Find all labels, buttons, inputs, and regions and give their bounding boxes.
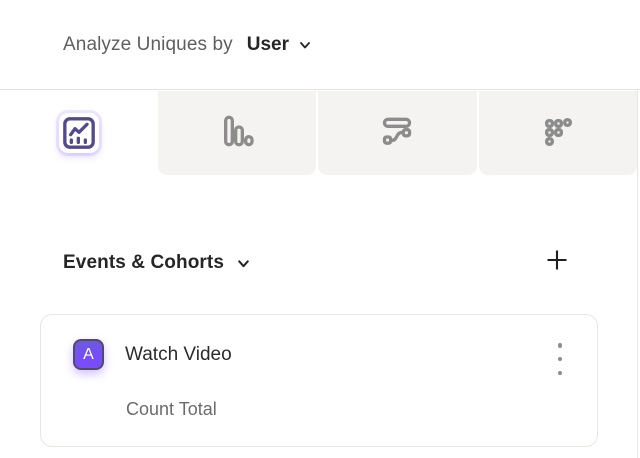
add-event-button[interactable] [542,246,572,276]
event-name: Watch Video [125,343,232,365]
chevron-down-icon [236,256,251,271]
tab-bars[interactable] [158,91,317,175]
event-letter-badge: A [73,339,104,370]
line-chart-icon [59,113,99,153]
events-cohorts-dropdown[interactable]: Events & Cohorts [63,252,251,274]
bar-chart-icon [217,111,257,156]
chevron-down-icon [298,38,312,52]
analyze-by-value: User [246,33,289,55]
event-aggregation[interactable]: Count Total [126,399,217,419]
events-cohorts-row: Events & Cohorts [63,248,575,278]
panel-right-border [637,91,638,458]
event-card[interactable]: A Watch Video Count Total [40,314,598,447]
analyze-prefix-label: Analyze Uniques by [63,33,233,55]
analyze-header: Analyze Uniques by User [0,0,640,90]
events-cohorts-label: Events & Cohorts [63,252,225,273]
plus-icon [545,248,569,275]
event-options-button[interactable] [552,341,568,377]
tab-flows[interactable] [318,91,477,175]
flows-icon [377,111,417,156]
report-type-tabs [0,91,637,175]
tab-retention[interactable] [478,91,637,175]
analyze-by-dropdown[interactable]: User [247,34,312,56]
event-card-main: A Watch Video [73,339,232,370]
dot [557,356,563,362]
dot [557,343,563,348]
retention-grid-icon [538,111,578,156]
tab-insights[interactable] [0,91,158,175]
dot [557,370,563,375]
